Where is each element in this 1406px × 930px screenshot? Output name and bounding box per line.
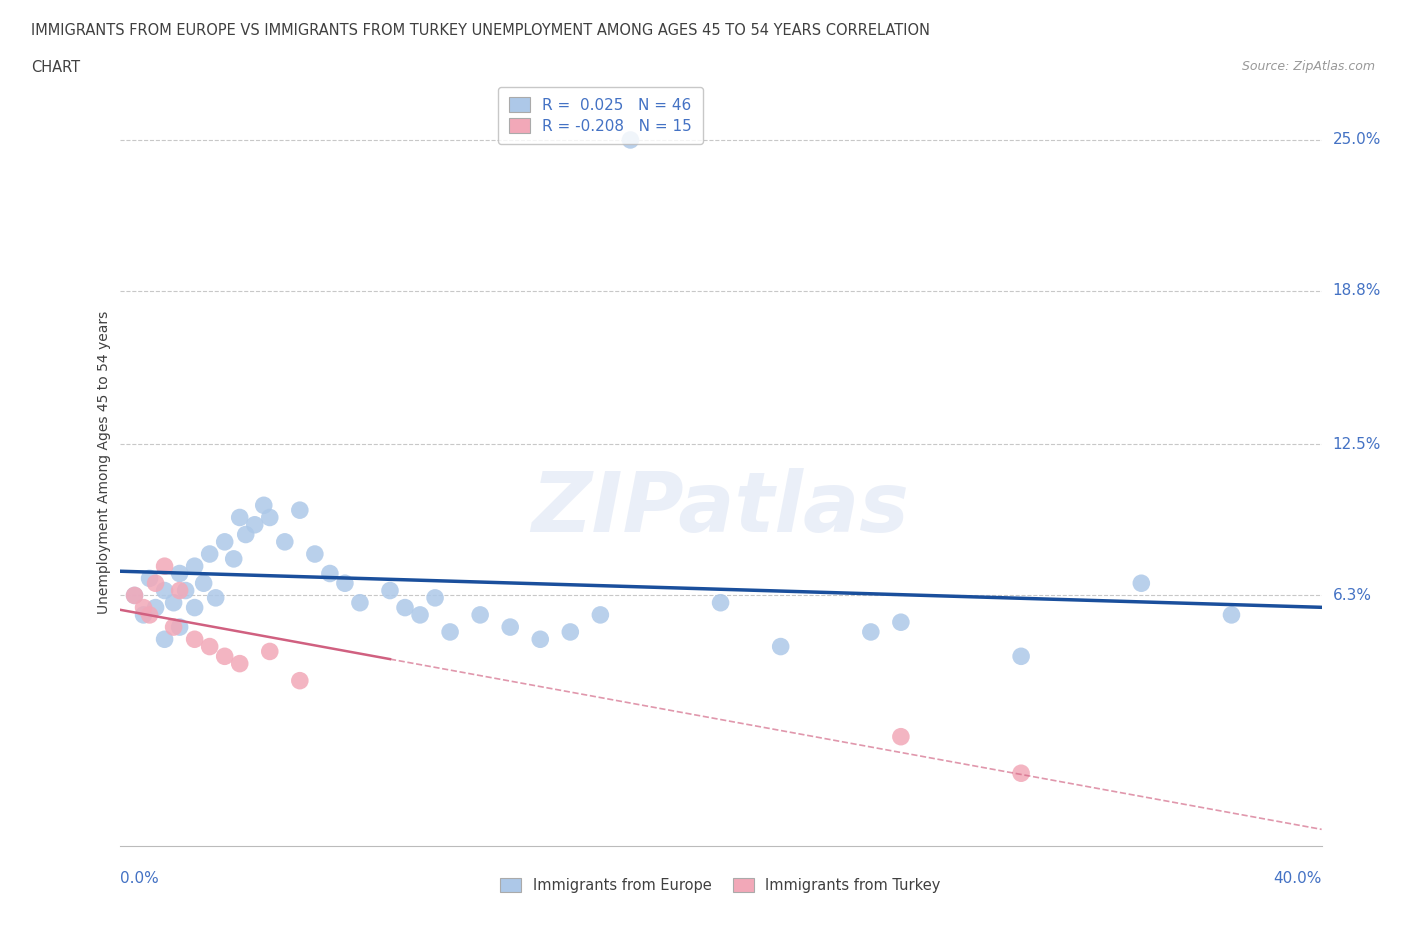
Text: IMMIGRANTS FROM EUROPE VS IMMIGRANTS FROM TURKEY UNEMPLOYMENT AMONG AGES 45 TO 5: IMMIGRANTS FROM EUROPE VS IMMIGRANTS FRO…: [31, 23, 929, 38]
Point: [169, 566, 191, 581]
Point: [1220, 607, 1243, 622]
Point: [183, 631, 205, 646]
Text: 18.8%: 18.8%: [1333, 284, 1381, 299]
Point: [162, 595, 184, 610]
Point: [253, 498, 276, 512]
Point: [499, 619, 522, 634]
Text: ZIPatlas: ZIPatlas: [531, 468, 910, 550]
Point: [319, 566, 342, 581]
Text: Source: ZipAtlas.com: Source: ZipAtlas.com: [1241, 60, 1375, 73]
Point: [162, 619, 184, 634]
Text: CHART: CHART: [31, 60, 80, 75]
Point: [304, 547, 326, 562]
Point: [214, 649, 236, 664]
Point: [409, 607, 432, 622]
Point: [274, 535, 297, 550]
Point: [468, 607, 492, 622]
Point: [132, 600, 155, 615]
Point: [228, 510, 252, 525]
Point: [169, 583, 191, 598]
Point: [138, 571, 160, 586]
Point: [193, 576, 215, 591]
Point: [890, 615, 912, 630]
Point: [769, 639, 792, 654]
Point: [1130, 576, 1153, 591]
Point: [1010, 649, 1032, 664]
Point: [222, 551, 245, 566]
Point: [859, 625, 882, 640]
Point: [124, 588, 146, 603]
Text: 0.0%: 0.0%: [120, 871, 159, 886]
Point: [204, 591, 226, 605]
Point: [228, 657, 252, 671]
Point: [153, 583, 176, 598]
Point: [439, 625, 461, 640]
Point: [394, 600, 416, 615]
Point: [174, 583, 197, 598]
Point: [169, 619, 191, 634]
Point: [183, 600, 205, 615]
Point: [198, 639, 221, 654]
Point: [145, 576, 167, 591]
Point: [259, 644, 281, 658]
Y-axis label: Unemployment Among Ages 45 to 54 years: Unemployment Among Ages 45 to 54 years: [97, 311, 111, 615]
Point: [589, 607, 612, 622]
Point: [153, 631, 176, 646]
Point: [709, 595, 731, 610]
Point: [560, 625, 582, 640]
Point: [288, 673, 311, 688]
Point: [124, 588, 146, 603]
Point: [235, 527, 257, 542]
Point: [153, 559, 176, 574]
Point: [259, 510, 281, 525]
Point: [1010, 765, 1032, 780]
Point: [349, 595, 371, 610]
Text: 40.0%: 40.0%: [1274, 871, 1322, 886]
Point: [529, 631, 551, 646]
Point: [423, 591, 446, 605]
Point: [288, 503, 311, 518]
Text: 12.5%: 12.5%: [1333, 437, 1381, 452]
Legend: Immigrants from Europe, Immigrants from Turkey: Immigrants from Europe, Immigrants from …: [494, 870, 948, 900]
Point: [333, 576, 356, 591]
Point: [132, 607, 155, 622]
Point: [378, 583, 401, 598]
Point: [145, 600, 167, 615]
Point: [890, 729, 912, 744]
Text: 25.0%: 25.0%: [1333, 132, 1381, 148]
Point: [214, 535, 236, 550]
Point: [183, 559, 205, 574]
Point: [619, 132, 641, 147]
Text: 6.3%: 6.3%: [1333, 588, 1372, 603]
Point: [138, 607, 160, 622]
Point: [243, 517, 266, 532]
Point: [198, 547, 221, 562]
